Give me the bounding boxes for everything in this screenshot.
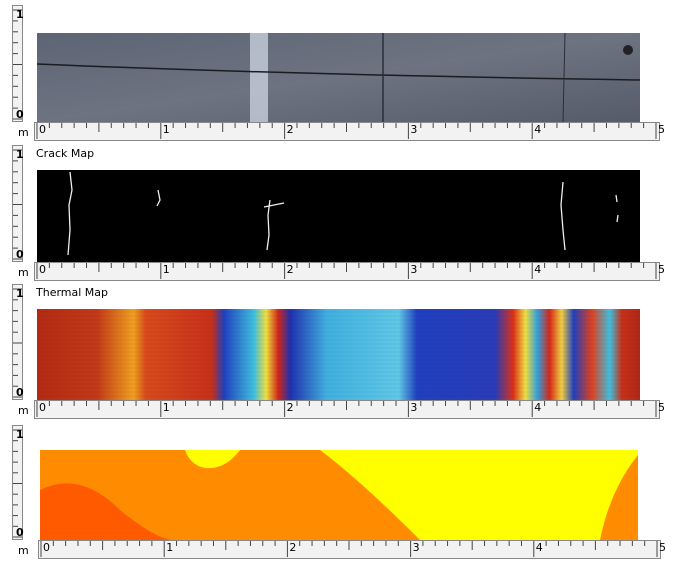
panel-title: Crack Map bbox=[36, 147, 94, 160]
x-ruler-label: 2 bbox=[289, 541, 296, 554]
x-ruler-label: 4 bbox=[536, 541, 543, 554]
y-ruler bbox=[13, 6, 23, 122]
x-ruler-label: 3 bbox=[410, 263, 417, 276]
panel: 0 1 m 0 1 2 3 4 5 bbox=[13, 426, 667, 559]
x-ruler-label: 2 bbox=[287, 401, 294, 414]
x-ruler-label: 0 bbox=[39, 263, 46, 276]
concrete-image bbox=[37, 33, 640, 122]
x-ruler-label: 5 bbox=[658, 401, 665, 414]
y-ruler bbox=[13, 146, 23, 262]
y-ruler-label: 1 bbox=[16, 8, 24, 21]
x-ruler-label: 1 bbox=[163, 263, 170, 276]
y-ruler bbox=[13, 285, 23, 400]
x-ruler-label: 4 bbox=[534, 263, 541, 276]
x-ruler-label: 4 bbox=[534, 123, 541, 136]
stain bbox=[623, 45, 633, 55]
x-ruler-label: 1 bbox=[163, 123, 170, 136]
x-ruler-unit: m bbox=[18, 544, 29, 557]
x-ruler-label: 5 bbox=[658, 263, 665, 276]
x-ruler-unit: m bbox=[18, 404, 29, 417]
x-ruler-label: 1 bbox=[163, 401, 170, 414]
panel-title: Thermal Map bbox=[35, 286, 108, 299]
paint-stripe bbox=[250, 33, 268, 122]
y-ruler-label: 0 bbox=[16, 526, 24, 539]
y-ruler-label: 1 bbox=[16, 148, 24, 161]
x-ruler-label: 1 bbox=[166, 541, 173, 554]
x-ruler-label: 5 bbox=[658, 123, 665, 136]
x-ruler-label: 5 bbox=[659, 541, 666, 554]
thermal-image bbox=[37, 309, 640, 400]
x-ruler-label: 2 bbox=[287, 263, 294, 276]
x-ruler-label: 2 bbox=[287, 123, 294, 136]
x-ruler-label: 3 bbox=[410, 123, 417, 136]
page: 01m012345Crack Map01m012345Thermal Map01… bbox=[0, 0, 683, 570]
x-ruler-unit: m bbox=[18, 126, 29, 139]
y-ruler-label: 1 bbox=[16, 428, 24, 441]
x-ruler-unit: m bbox=[18, 266, 29, 279]
x-ruler-label: 0 bbox=[39, 401, 46, 414]
y-ruler-label: 1 bbox=[16, 287, 24, 300]
x-ruler-label: 0 bbox=[43, 541, 50, 554]
viewer: 01m012345Crack Map01m012345Thermal Map01… bbox=[0, 0, 683, 570]
y-ruler-label: 0 bbox=[16, 108, 24, 121]
y-ruler-label: 0 bbox=[16, 248, 24, 261]
x-ruler-label: 4 bbox=[534, 401, 541, 414]
y-ruler-label: 0 bbox=[16, 386, 24, 399]
crack-image bbox=[37, 170, 640, 262]
y-ruler bbox=[13, 426, 23, 540]
x-ruler-label: 0 bbox=[39, 123, 46, 136]
x-ruler-label: 3 bbox=[413, 541, 420, 554]
x-ruler-label: 3 bbox=[410, 401, 417, 414]
